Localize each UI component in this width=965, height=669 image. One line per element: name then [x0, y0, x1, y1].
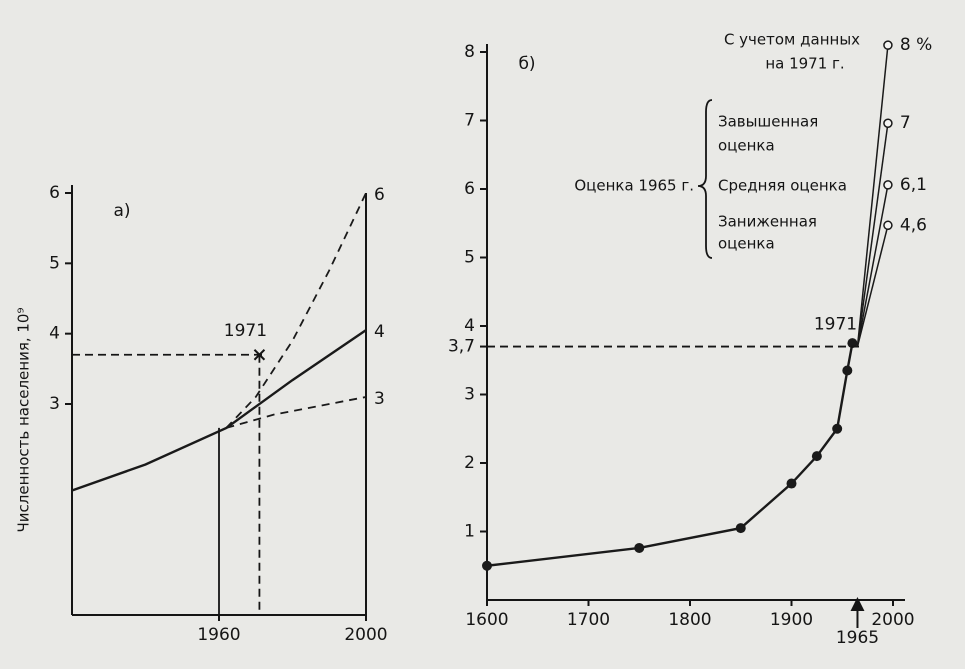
y-tick-label: 3 — [464, 385, 475, 405]
y-tick-label: 5 — [464, 248, 475, 268]
series-line — [856, 45, 889, 347]
series-line — [226, 396, 367, 429]
series-line — [486, 342, 854, 567]
end-label: 4,6 — [900, 215, 927, 235]
y-tick-label: 3 — [49, 394, 60, 414]
data-point — [634, 542, 645, 553]
highlight-tick-label: 1965 — [836, 628, 879, 648]
brace-label: оценка — [718, 235, 775, 253]
y-tick-label: 3,7 — [448, 337, 475, 357]
end-label: 6,1 — [900, 175, 927, 195]
end-label: 6 — [374, 185, 385, 205]
y-axis-label: Численность населения, 10⁹ — [15, 308, 33, 533]
note: на 1971 г. — [765, 55, 844, 73]
end-label: 4 — [374, 322, 385, 342]
y-tick-label: 5 — [49, 253, 60, 273]
estimate-label: Оценка 1965 г. — [574, 177, 694, 195]
end-point — [883, 118, 893, 128]
y-tick-label: 4 — [49, 324, 60, 344]
series-line — [856, 225, 889, 347]
marker-label: 1971 — [814, 315, 857, 335]
y-tick-label: 7 — [464, 111, 475, 131]
data-point — [842, 365, 853, 376]
y-tick-label: 4 — [464, 316, 475, 336]
marker-label: 1971 — [224, 321, 267, 341]
x-tick-label: 2000 — [871, 610, 914, 630]
end-label: 8 % — [900, 35, 932, 55]
data-point — [811, 451, 822, 462]
y-tick-label: 1 — [464, 522, 475, 542]
note: С учетом данных — [724, 31, 860, 49]
panel-label: б) — [518, 54, 535, 74]
series-line — [856, 184, 889, 347]
y-tick-label: 6 — [49, 183, 60, 203]
brace-label: оценка — [718, 137, 775, 155]
data-point — [786, 478, 797, 489]
x-tick-label: 1960 — [197, 625, 240, 645]
end-point — [883, 180, 893, 190]
data-point — [847, 338, 858, 349]
marker-cross — [253, 349, 266, 361]
data-point — [735, 523, 746, 534]
y-tick-label: 8 — [464, 42, 475, 62]
series-line — [856, 123, 889, 347]
end-label: 3 — [374, 389, 385, 409]
end-label: 7 — [900, 113, 911, 133]
series-line — [225, 192, 367, 429]
x-tick-label: 1900 — [770, 610, 813, 630]
data-point — [482, 560, 492, 571]
x-tick-label: 1700 — [567, 610, 610, 630]
data-point — [832, 423, 843, 434]
panel-label: а) — [113, 201, 130, 221]
end-point — [883, 40, 893, 50]
brace — [697, 99, 713, 259]
x-tick-label: 1600 — [465, 610, 508, 630]
end-point — [883, 220, 893, 231]
y-tick-label: 2 — [464, 453, 475, 473]
x-tick-label: 1800 — [668, 610, 711, 630]
brace-label: Средняя оценка — [718, 177, 847, 195]
brace-label: Завышенная — [718, 113, 818, 131]
brace-label: Заниженная — [718, 213, 817, 231]
y-tick-label: 6 — [464, 179, 475, 199]
x-tick-label: 2000 — [344, 625, 387, 645]
